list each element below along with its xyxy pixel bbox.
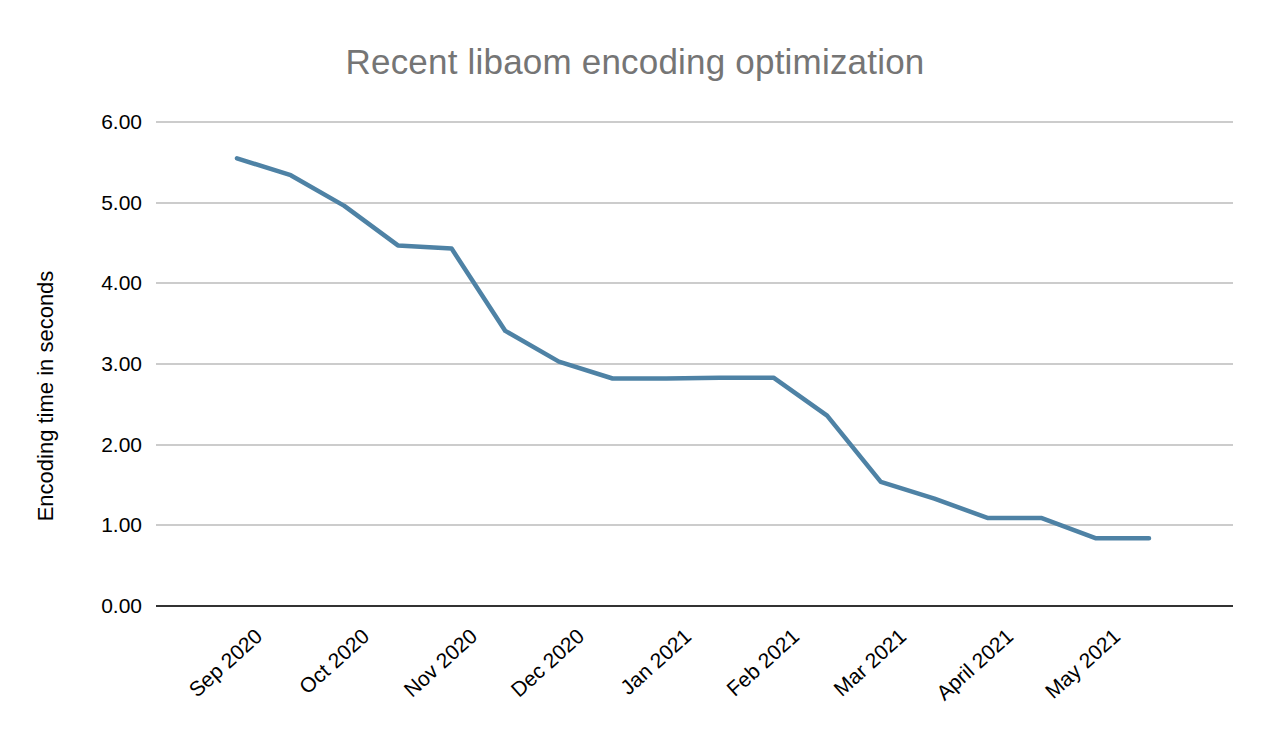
x-tick-label: Mar 2021 (829, 624, 911, 701)
plot-area (156, 122, 1233, 606)
x-tick-label: May 2021 (1041, 624, 1126, 704)
line-series-layer (156, 122, 1233, 606)
x-tick-label: Jan 2021 (616, 624, 696, 700)
x-tick-label: April 2021 (932, 624, 1018, 705)
y-tick-label: 4.00 (32, 271, 142, 295)
y-tick-label: 0.00 (32, 594, 142, 618)
y-axis-title: Encoding time in seconds (33, 271, 59, 522)
x-tick-label: Feb 2021 (722, 624, 804, 701)
x-tick-label: Oct 2020 (295, 624, 374, 699)
encoding-time-line (237, 158, 1149, 538)
y-tick-label: 5.00 (32, 190, 142, 214)
y-tick-label: 1.00 (32, 513, 142, 537)
y-tick-label: 3.00 (32, 352, 142, 376)
x-axis-line (156, 605, 1233, 607)
y-tick-label: 6.00 (32, 110, 142, 134)
chart-canvas: Recent libaom encoding optimization Enco… (0, 0, 1270, 742)
x-tick-label: Sep 2020 (184, 624, 267, 702)
x-tick-label: Nov 2020 (399, 624, 482, 702)
chart-title: Recent libaom encoding optimization (0, 42, 1270, 82)
x-tick-label: Dec 2020 (506, 624, 589, 702)
y-tick-label: 2.00 (32, 432, 142, 456)
